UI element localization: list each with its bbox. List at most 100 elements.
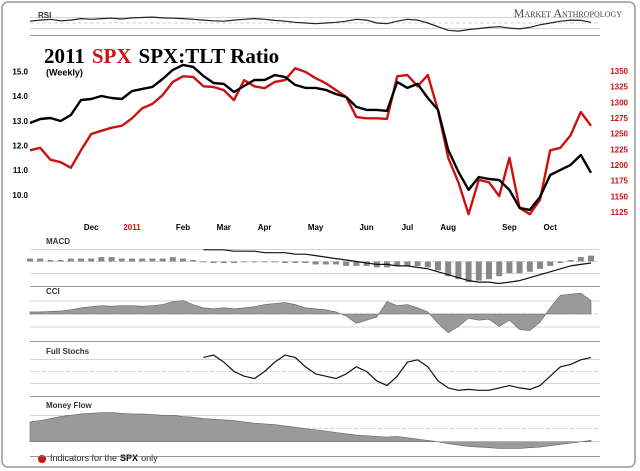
bar	[169, 257, 176, 262]
bar	[496, 261, 503, 277]
bar	[78, 258, 84, 262]
y-tick-label: 12.0	[12, 142, 28, 151]
bar	[343, 261, 350, 266]
x-tick-label: Apr	[258, 223, 272, 232]
bar	[88, 258, 95, 262]
x-tick-label: Oct	[544, 223, 558, 232]
title-part: SPX	[92, 44, 132, 68]
bar	[271, 261, 278, 263]
bar	[353, 261, 360, 266]
y2-tick-label: 1275	[610, 114, 628, 123]
area	[29, 412, 592, 449]
x-tick-label: 2011	[123, 223, 141, 232]
bar	[190, 260, 197, 262]
y2-tick-label: 1175	[611, 177, 629, 186]
bar	[261, 261, 268, 263]
bar	[129, 258, 135, 262]
bar	[445, 261, 452, 277]
bar	[200, 261, 207, 263]
bar	[424, 261, 431, 268]
title-part: 2011	[44, 44, 85, 68]
line	[29, 63, 593, 212]
bar	[537, 261, 543, 269]
bar	[159, 258, 166, 262]
y-tick-label: 14.0	[12, 92, 28, 101]
bar	[547, 261, 554, 266]
x-tick-label: Mar	[217, 223, 231, 232]
footnote-part: Indicators for the	[50, 453, 117, 463]
x-tick-label: May	[308, 223, 324, 232]
bar	[506, 261, 513, 274]
source: Market Anthropology	[514, 6, 623, 20]
footnote-part: SPX	[120, 453, 138, 463]
line	[203, 249, 592, 285]
bar	[557, 261, 564, 263]
y2-tick-label: 1325	[610, 83, 628, 92]
bar	[577, 257, 584, 262]
x-tick-label: Jul	[402, 223, 414, 232]
y2-tick-label: 1125	[611, 208, 629, 217]
panel-label: CCI	[46, 287, 60, 296]
y2-tick-label: 1225	[610, 145, 628, 154]
bar	[57, 260, 64, 262]
y2-tick-label: 1150	[611, 192, 629, 201]
bar	[588, 255, 594, 262]
bar	[475, 261, 482, 281]
bar	[108, 257, 115, 262]
panel-label: RSI	[38, 11, 51, 20]
bar	[435, 261, 441, 271]
bar	[312, 261, 319, 265]
bar	[455, 261, 462, 280]
chart-title: 2011 SPX SPX:TLT Ratio	[44, 44, 279, 68]
y2-tick-label: 1250	[610, 130, 628, 139]
x-tick-label: Aug	[440, 223, 456, 232]
y-tick-label: 10.0	[12, 191, 28, 200]
bar	[567, 260, 574, 262]
area	[29, 292, 592, 334]
bar	[37, 258, 44, 262]
bar	[180, 258, 186, 262]
bar	[333, 261, 339, 265]
line	[29, 67, 592, 216]
bar	[27, 258, 33, 262]
line	[29, 16, 592, 32]
footnote-part: only	[141, 453, 158, 463]
bar	[149, 258, 156, 262]
bar	[47, 260, 54, 262]
y-tick-label: 13.0	[12, 117, 28, 126]
bar	[292, 261, 299, 263]
bar	[67, 258, 74, 262]
bar	[220, 261, 227, 263]
bar	[282, 261, 288, 263]
bar	[526, 261, 533, 272]
bar	[210, 261, 217, 263]
bar	[118, 258, 125, 262]
bar	[302, 261, 309, 263]
y-tick-label: 15.0	[12, 67, 28, 76]
bar	[486, 261, 492, 280]
y2-tick-label: 1300	[610, 98, 628, 107]
panel-label: Money Flow	[46, 401, 93, 410]
title-part: SPX:TLT Ratio	[139, 44, 280, 68]
subtitle: (Weekly)	[46, 67, 83, 77]
y2-tick-label: 1350	[610, 67, 628, 76]
y-tick-label: 11.0	[13, 166, 29, 175]
line	[203, 354, 592, 391]
bar	[98, 257, 105, 262]
bar	[465, 261, 472, 283]
footnote: Indicators for the SPX only	[50, 453, 158, 463]
panel-label: Full Stochs	[46, 347, 90, 356]
x-tick-label: Feb	[176, 223, 190, 232]
bar	[394, 261, 401, 266]
bar	[139, 258, 146, 262]
panel-label: MACD	[46, 237, 70, 246]
y2-tick-label: 1200	[610, 161, 628, 170]
x-tick-label: Sep	[502, 223, 517, 232]
bar	[251, 261, 258, 263]
x-tick-label: Dec	[84, 223, 99, 232]
bar	[414, 261, 421, 266]
bar	[231, 261, 237, 263]
footnote-dot	[38, 455, 46, 463]
